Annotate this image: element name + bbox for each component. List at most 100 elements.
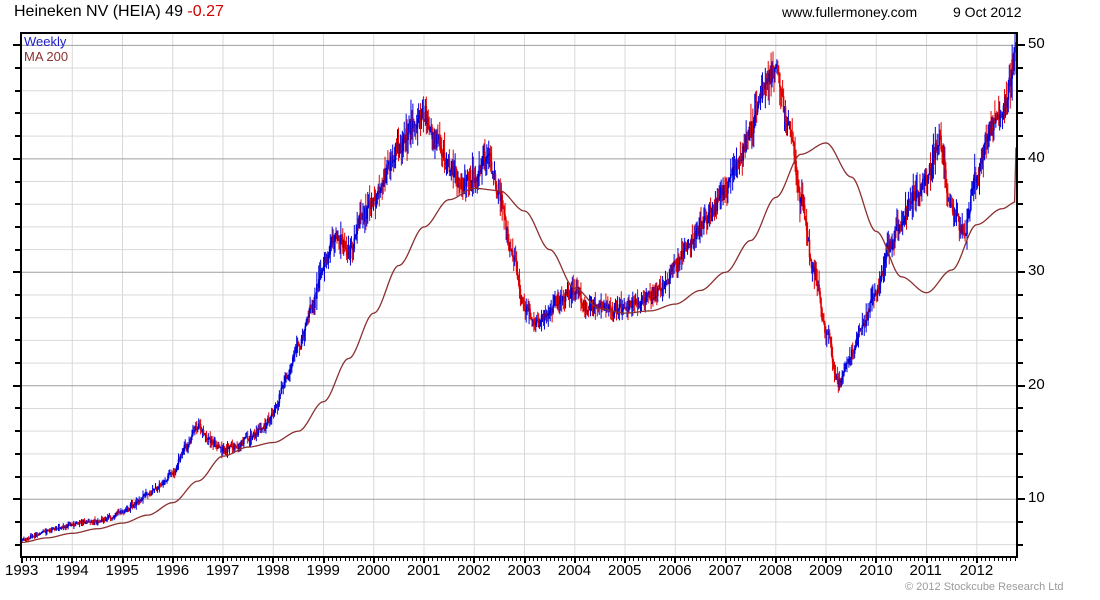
axis-tick-minor [273, 558, 275, 561]
axis-tick [15, 316, 20, 319]
axis-tick [15, 135, 20, 138]
axis-tick-minor [796, 558, 798, 561]
axis-tick-minor [926, 558, 928, 561]
axis-tick-minor [348, 558, 350, 561]
axis-tick-minor [620, 558, 622, 561]
axis-tick-minor [298, 558, 300, 561]
axis-tick-minor [537, 558, 539, 561]
axis-tick-minor [884, 558, 886, 561]
axis-tick-minor [943, 558, 945, 561]
axis-tick-minor [89, 558, 90, 561]
axis-tick-minor [666, 558, 668, 561]
axis-tick-minor [1010, 558, 1012, 561]
axis-tick-minor [176, 558, 178, 561]
axis-tick-minor [574, 558, 576, 561]
axis-tick [15, 112, 20, 115]
axis-tick-minor [524, 558, 526, 561]
axis-tick-minor [365, 558, 367, 561]
axis-tick-minor [72, 558, 74, 561]
x-axis-tick-label: 1994 [55, 562, 89, 579]
axis-tick-minor [805, 558, 807, 561]
x-axis-tick-label: 2012 [959, 562, 994, 579]
axis-tick-minor [842, 558, 844, 561]
axis-tick-minor [976, 558, 978, 561]
axis-tick-minor [650, 558, 652, 561]
axis-tick-minor [888, 558, 890, 561]
axis-tick [15, 430, 20, 433]
axis-tick [1018, 67, 1023, 70]
axis-tick [15, 520, 20, 523]
x-axis-tick-label: 2001 [407, 562, 441, 579]
axis-tick-minor [784, 558, 786, 561]
axis-tick-minor [855, 558, 857, 561]
axis-tick-minor [733, 558, 735, 561]
axis-tick-minor [457, 558, 459, 561]
axis-tick-minor [671, 558, 673, 561]
x-axis-tick-label: 2004 [557, 562, 592, 579]
axis-tick-minor [704, 558, 706, 561]
axis-tick-minor [662, 558, 664, 561]
axis-tick [1018, 271, 1025, 274]
axis-tick-minor [151, 558, 153, 561]
axis-tick-minor [872, 558, 874, 561]
axis-tick-minor [302, 558, 304, 561]
axis-tick-minor [101, 558, 103, 561]
axis-tick [1018, 362, 1023, 365]
axis-tick-minor [750, 558, 752, 561]
axis-tick-minor [63, 558, 65, 561]
axis-tick-minor [139, 558, 141, 561]
axis-tick-minor [692, 558, 693, 561]
x-axis-tick-label: 2007 [708, 562, 742, 579]
axis-tick-minor [867, 558, 869, 561]
axis-tick [15, 339, 20, 342]
axis-tick-minor [528, 558, 530, 561]
axis-tick-minor [294, 558, 296, 561]
x-axis-tick-label: 1997 [206, 562, 240, 579]
axis-tick-minor [378, 558, 379, 561]
axis-tick [15, 89, 20, 92]
axis-tick [13, 271, 20, 274]
axis-tick-minor [160, 558, 162, 561]
axis-tick-minor [579, 558, 580, 561]
axis-tick-minor [453, 558, 455, 561]
axis-tick-minor [327, 558, 329, 561]
axis-tick-minor [851, 558, 853, 561]
y-axis-tick-label: 30 [1028, 262, 1045, 280]
axis-tick-minor [876, 558, 878, 561]
axis-tick-minor [587, 558, 589, 561]
axis-tick-minor [461, 558, 463, 561]
axis-tick [925, 558, 928, 563]
axis-tick-minor [746, 558, 748, 561]
axis-tick-minor [838, 558, 840, 561]
axis-tick [1018, 135, 1023, 138]
axis-tick-minor [545, 558, 547, 561]
axis-tick-minor [34, 558, 36, 561]
axis-tick-minor [934, 558, 936, 561]
axis-tick [1018, 430, 1023, 433]
axis-tick-minor [608, 558, 610, 561]
plot-area [20, 32, 1018, 558]
axis-tick-minor [763, 558, 765, 561]
x-axis-tick-label: 1996 [155, 562, 190, 579]
axis-tick-minor [164, 558, 166, 561]
axis-tick-minor [922, 558, 924, 561]
axis-tick-minor [398, 558, 400, 561]
axis-tick-minor [566, 558, 568, 561]
axis-tick-minor [880, 558, 882, 561]
axis-tick-minor [340, 558, 342, 561]
axis-tick-minor [403, 558, 405, 561]
axis-tick-minor [901, 558, 903, 561]
axis-tick-minor [809, 558, 811, 561]
axis-tick [15, 452, 20, 455]
axis-tick-minor [84, 558, 86, 561]
axis-tick-minor [788, 558, 790, 561]
x-axis-tick-label: 2011 [909, 562, 942, 579]
axis-tick-minor [989, 558, 991, 561]
axis-tick [1018, 384, 1025, 387]
axis-tick [1018, 294, 1023, 296]
axis-tick [13, 498, 20, 501]
axis-tick-minor [361, 558, 363, 561]
axis-tick-minor [315, 558, 317, 561]
axis-tick [15, 248, 20, 251]
axis-tick-minor [893, 558, 894, 561]
